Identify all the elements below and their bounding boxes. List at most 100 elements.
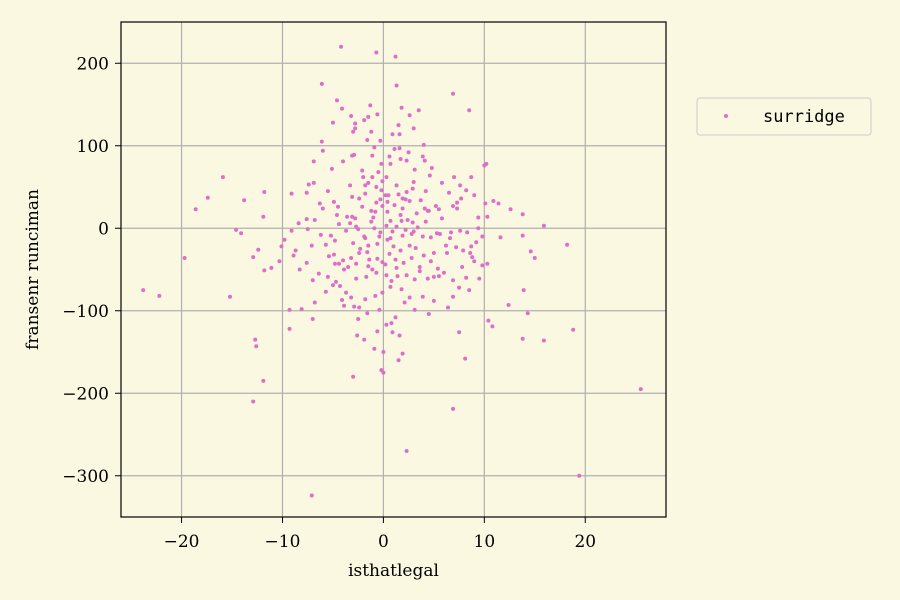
data-point [407,295,412,300]
data-point [441,270,446,275]
data-point [340,106,345,111]
data-point [443,243,448,248]
data-point [287,326,292,331]
data-point [423,219,428,224]
data-point [365,250,370,255]
data-point [320,148,325,153]
data-point [363,297,368,302]
data-point [342,303,347,308]
data-point [470,255,475,260]
data-point [353,126,358,131]
data-point [397,132,402,137]
data-point [460,265,465,270]
data-point [431,274,436,279]
data-point [541,338,546,343]
data-point [282,237,287,242]
data-point [369,129,374,134]
data-point [353,216,358,221]
data-point [339,44,344,49]
data-point [331,199,336,204]
data-point [380,203,385,208]
y-tick-label: 0 [98,219,109,239]
data-point [388,218,393,223]
x-axis-ticks: −20 −10 0 10 20 [164,517,596,552]
data-point [362,337,367,342]
data-point [449,230,454,235]
data-point [389,279,394,284]
data-point [363,236,368,241]
data-point [375,241,380,246]
data-point [458,228,463,233]
data-point [141,288,146,293]
data-point [332,238,337,243]
data-point [279,244,284,249]
data-point [361,175,366,180]
data-point [436,207,441,212]
data-point [352,152,357,157]
y-tick-label: −100 [62,302,109,322]
data-point [439,180,444,185]
data-point [299,307,304,312]
data-point [262,268,267,273]
data-point [374,50,379,55]
data-point [393,54,398,59]
data-point [420,234,425,239]
data-point [330,283,335,288]
data-point [251,255,256,260]
data-point [380,179,385,184]
data-point [418,198,423,203]
data-point [406,150,411,155]
data-point [378,138,383,143]
data-point [251,399,256,404]
data-point [428,259,433,264]
data-point [392,147,397,152]
data-point [311,159,316,164]
data-point [367,257,372,262]
data-point [287,307,292,312]
data-point [329,166,334,171]
data-point [394,83,399,88]
data-point [277,259,282,264]
data-point [395,274,400,279]
grid-lines [121,22,666,517]
data-point [452,175,457,180]
data-point [388,236,393,241]
data-point [352,304,357,309]
data-point [520,336,525,341]
data-point [319,139,324,144]
data-point [348,221,353,226]
data-point [296,221,301,226]
data-point [422,158,427,163]
y-tick-label: 200 [77,54,109,74]
data-point [420,294,425,299]
data-point [349,295,354,300]
data-point [400,196,405,201]
y-tick-label: 100 [77,137,109,157]
data-point [379,188,384,193]
x-tick-label: −10 [265,532,301,552]
data-point [407,199,412,204]
data-point [455,200,460,205]
data-point [372,145,377,150]
data-point [331,252,336,257]
data-point [423,189,428,194]
data-point [396,192,401,197]
data-point [333,279,338,284]
data-point [468,251,473,255]
data-point [297,267,302,272]
data-point [390,229,395,234]
data-point [373,209,378,214]
data-point [242,198,247,203]
data-point [431,298,436,303]
data-point [484,161,489,166]
data-point [344,228,349,233]
data-point [417,269,422,274]
data-point [253,337,258,342]
data-point [320,206,325,211]
data-point [316,271,321,276]
data-point [451,203,456,208]
data-point [392,203,397,208]
data-point [372,226,377,231]
data-point [496,201,501,206]
data-point [528,249,533,254]
